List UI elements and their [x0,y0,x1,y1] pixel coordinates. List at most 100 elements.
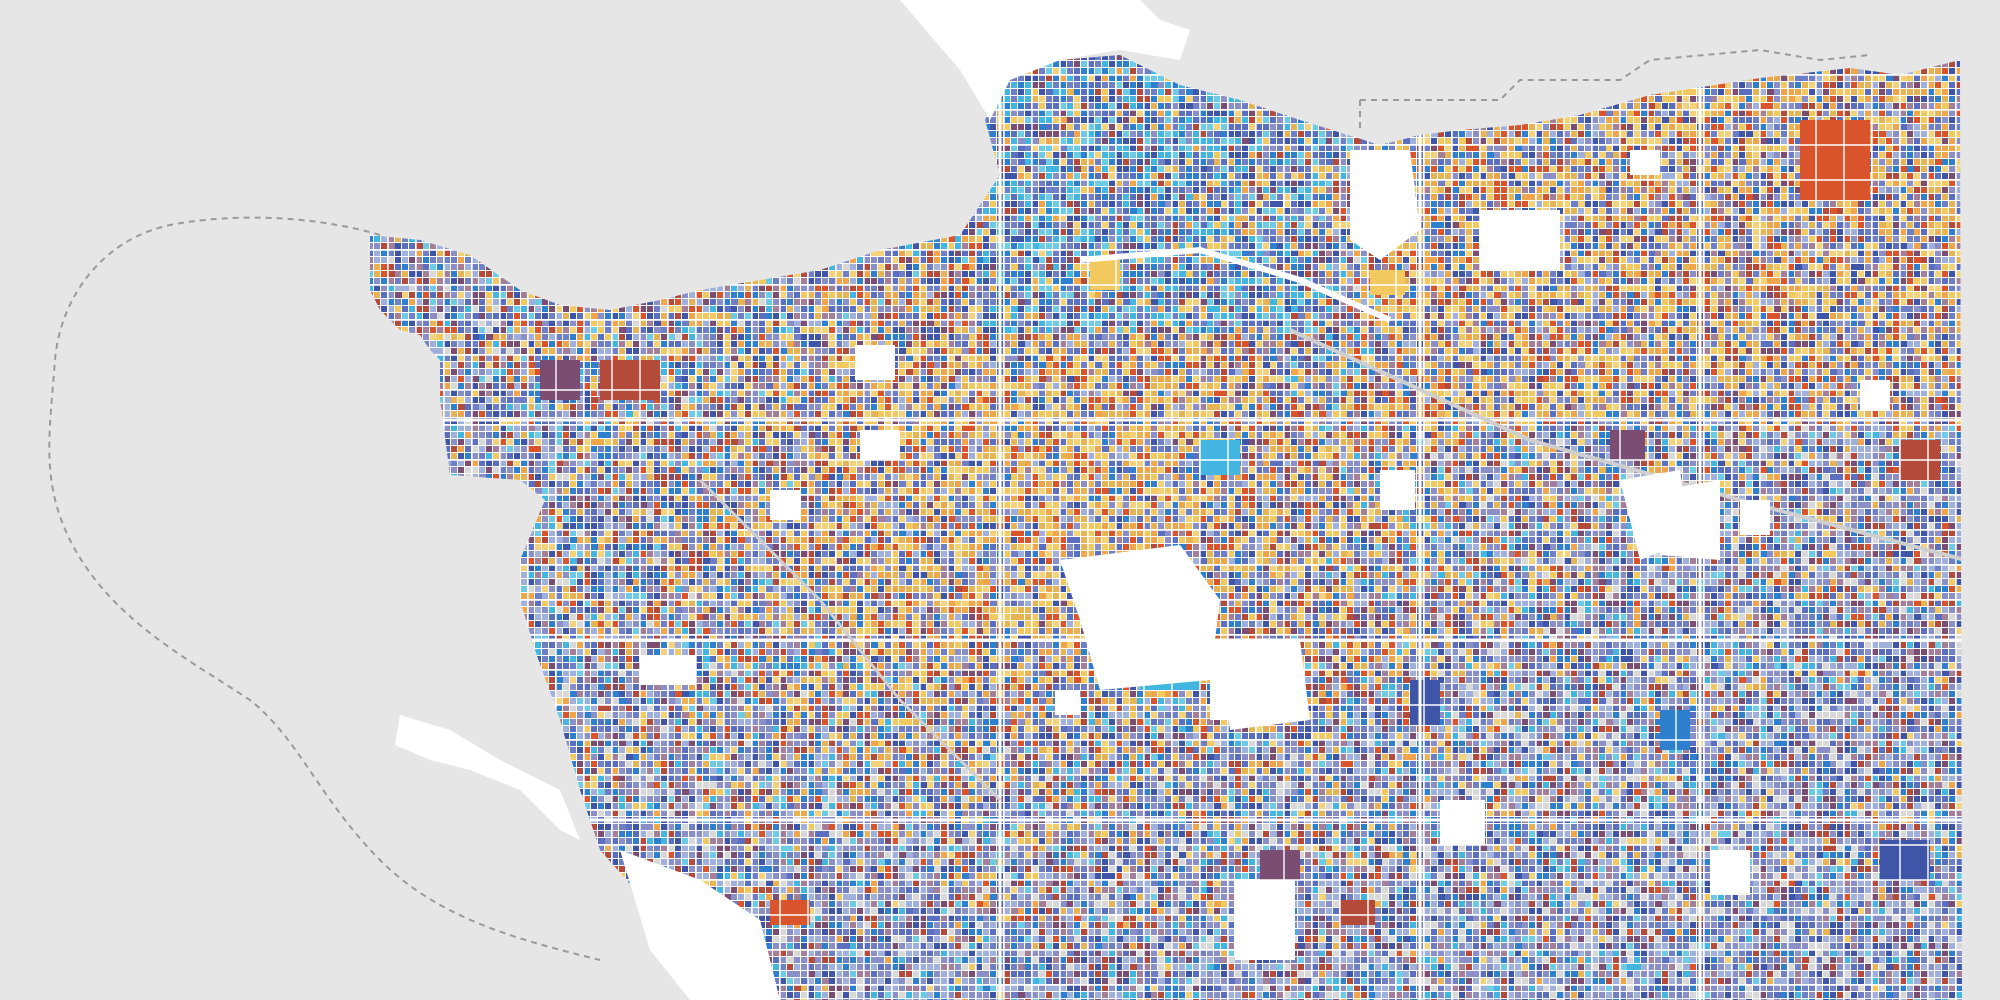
parcel [1774,131,1780,137]
parcel [703,173,709,179]
parcel [1858,110,1864,116]
parcel [591,166,597,172]
parcel [1445,180,1451,186]
parcel [416,75,422,81]
parcel [871,61,877,67]
parcel [1543,124,1549,130]
parcel [773,152,779,158]
parcel [486,145,492,151]
parcel [1326,117,1332,123]
parcel [1347,47,1353,53]
parcel [843,173,849,179]
parcel [1452,55,1458,60]
parcel [836,55,849,60]
parcel [360,110,366,116]
parcel [605,55,611,60]
parcel [836,173,842,179]
parcel [1543,47,1549,53]
parcel [1081,75,1087,81]
parcel [1158,61,1164,67]
parcel [507,131,520,137]
parcel [878,55,884,60]
parcel [1158,187,1164,193]
parcel [640,61,646,67]
parcel [934,166,940,172]
parcel [1718,117,1724,123]
parcel [1046,187,1059,193]
parcel [948,89,954,95]
parcel [1004,138,1010,144]
parcel [514,124,520,130]
parcel [1039,103,1045,109]
parcel [1893,145,1899,151]
parcel [1312,89,1318,95]
parcel [1277,159,1283,165]
parcel [640,110,646,116]
parcel [1676,75,1682,81]
parcel [710,117,716,123]
parcel [1515,55,1521,60]
parcel [1655,61,1661,67]
parcel [1963,145,1969,151]
parcel [409,152,422,158]
parcel [1711,75,1717,81]
parcel [1606,110,1619,116]
parcel [780,103,786,109]
parcel [1585,152,1591,158]
parcel [1522,47,1528,53]
parcel [1536,138,1542,144]
parcel [1242,152,1248,158]
parcel [591,187,597,193]
parcel [1235,131,1241,137]
parcel [1711,166,1717,172]
parcel [1487,159,1493,165]
parcel [1193,152,1199,158]
parcel [1361,103,1367,109]
parcel [1277,117,1283,123]
parcel [1522,103,1528,109]
parcel [682,40,688,46]
parcel [1963,40,1969,46]
parcel [829,68,835,74]
parcel [1011,187,1017,193]
parcel [1046,110,1052,116]
parcel [577,166,583,172]
parcel [1781,180,1787,186]
parcel [1536,47,1542,53]
parcel [738,159,744,165]
parcel [1102,180,1108,186]
parcel [724,180,730,186]
parcel [661,89,667,95]
parcel [1704,110,1710,116]
parcel [654,40,660,46]
parcel [878,124,884,130]
parcel [1606,103,1612,109]
parcel [1466,173,1472,179]
parcel [850,131,856,137]
parcel [1578,103,1584,109]
parcel [675,117,688,123]
parcel [668,47,674,53]
parcel [1732,138,1738,144]
parcel [871,96,884,102]
parcel [598,82,604,88]
parcel [675,68,681,74]
parcel [1669,124,1675,130]
parcel [885,96,891,102]
parcel [864,166,870,172]
parcel [892,82,898,88]
parcel [1158,75,1164,81]
parcel [1060,152,1066,158]
parcel [1879,117,1885,123]
parcel [1438,159,1444,165]
parcel [1186,96,1199,102]
parcel [521,131,527,137]
parcel [745,110,751,116]
parcel [885,75,898,81]
parcel [822,117,828,123]
parcel [1578,131,1584,137]
parcel [1438,131,1444,137]
parcel [1725,166,1731,172]
